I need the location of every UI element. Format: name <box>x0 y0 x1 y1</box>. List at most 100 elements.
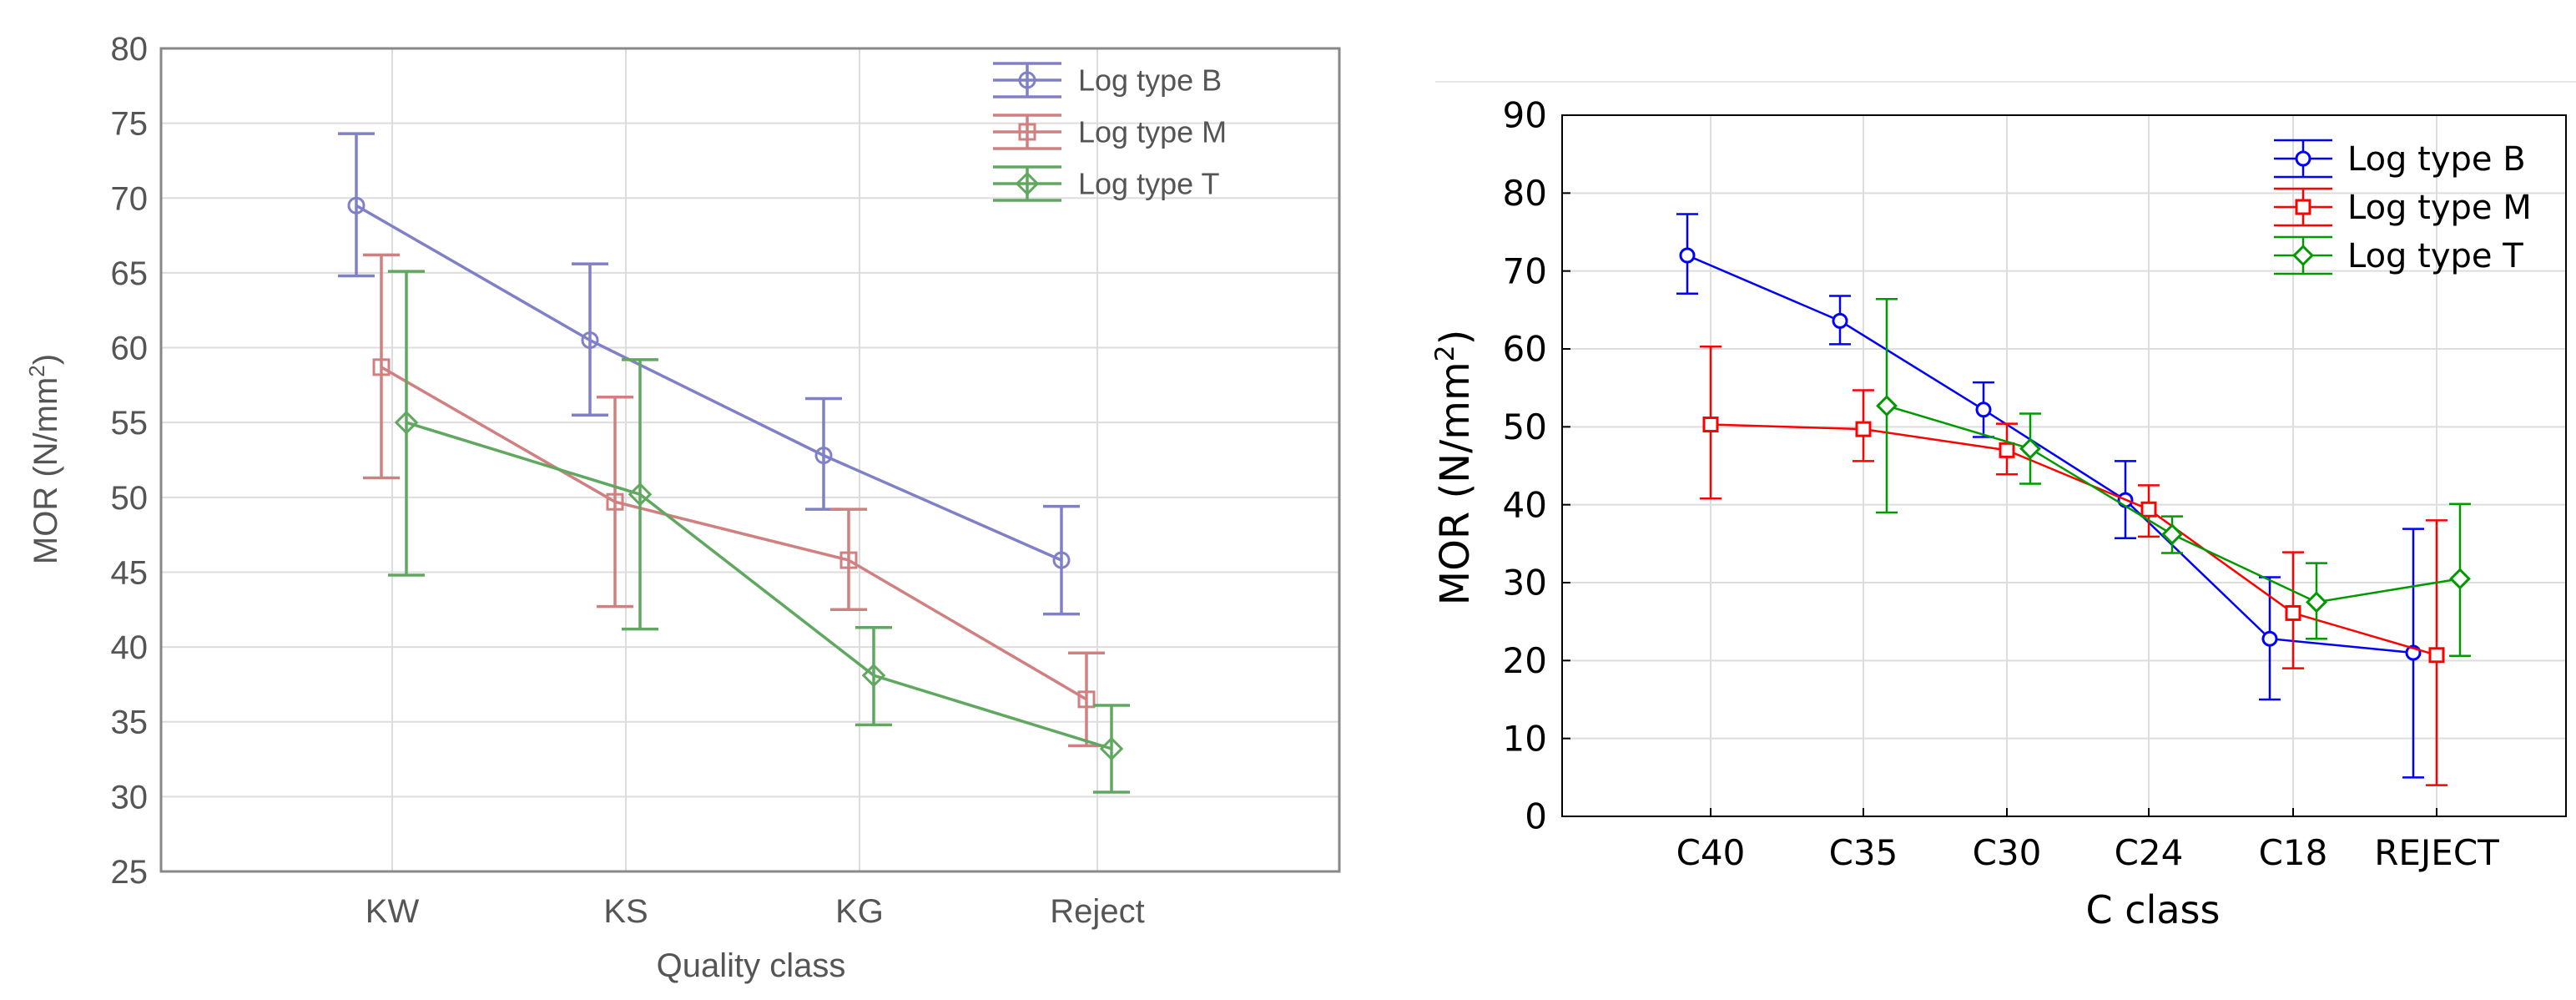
right-plot-frame <box>1561 114 2567 817</box>
right-ytick-label: 80 <box>1503 173 1547 214</box>
right-legend-marker-log-type-m <box>2295 199 2311 215</box>
right-series-line-log-type-b <box>1686 254 2414 654</box>
right-xaxis-title: C class <box>2086 887 2221 932</box>
right-marker-log-type-t <box>2306 591 2327 614</box>
right-plot-area: 0 10 20 30 40 50 60 70 80 90 C40 C35 C30 C24 C18 REJECT… <box>1430 95 2567 932</box>
left-marker-log-type-b <box>581 331 599 350</box>
left-ytick-label: 65 <box>111 255 149 292</box>
right-xtick-label: C40 <box>1676 832 1746 873</box>
left-series-log-type-t <box>388 270 1130 794</box>
right-ytick-label: 60 <box>1503 329 1547 370</box>
right-marker-log-type-t <box>2449 568 2471 590</box>
right-yaxis-title-end: ) <box>1432 330 1479 346</box>
right-xtick-label: REJECT <box>2374 832 2499 873</box>
left-ytick-label: 35 <box>111 705 149 741</box>
left-ytick-label: 70 <box>111 180 149 217</box>
left-xtick-label: KW <box>365 893 420 930</box>
right-yaxis-title-base: MOR (N/mm <box>1432 361 1479 605</box>
right-xtick-label: C18 <box>2259 832 2328 873</box>
left-series-log-type-b <box>338 132 1080 616</box>
right-legend-marker-log-type-b <box>2295 150 2311 167</box>
left-series-line-log-type-t <box>406 421 1112 750</box>
right-marker-log-type-b <box>1832 312 1848 329</box>
left-yaxis-title-end: ) <box>28 354 64 365</box>
right-marker-log-type-b <box>2261 630 2278 647</box>
left-ytick-label: 30 <box>111 779 149 816</box>
left-yaxis-title-sup: 2 <box>24 365 49 376</box>
left-ytick-label: 75 <box>111 106 149 143</box>
right-ytick-label: 0 <box>1525 796 1547 837</box>
right-series-log-type-b <box>1676 213 2424 779</box>
right-ytick-label: 70 <box>1503 250 1547 291</box>
left-marker-log-type-t <box>1099 736 1124 761</box>
right-marker-log-type-b <box>1679 247 1696 264</box>
left-ytick-label: 55 <box>111 405 149 442</box>
chart-left: 25 30 35 40 45 50 55 60 65 70 75 80 KW KS KG Reject Qual… <box>24 31 1341 984</box>
left-yaxis-title-base: MOR (N/mm <box>28 377 64 564</box>
right-ytick-label: 90 <box>1503 95 1547 136</box>
right-marker-log-type-t <box>2161 523 2183 546</box>
right-marker-log-type-b <box>1975 402 1992 418</box>
left-ytick-label: 80 <box>111 31 149 68</box>
right-marker-log-type-m <box>1999 442 2015 458</box>
left-plot-area: 25 30 35 40 45 50 55 60 65 70 75 80 KW KS KG Reject Qual… <box>24 31 1341 984</box>
right-ytick-label: 40 <box>1503 484 1547 525</box>
left-marker-log-type-b <box>1052 551 1071 569</box>
left-ytick-label: 45 <box>111 554 149 591</box>
right-marker-log-type-m <box>1855 421 1872 437</box>
left-xtick-label: KG <box>835 893 884 930</box>
left-legend: Log type B Log type M Log type T <box>993 62 1227 202</box>
right-legend: Log type B Log type M Log type T <box>2274 139 2532 275</box>
right-series-log-type-t <box>1876 298 2471 657</box>
right-legend-label-log-type-t: Log type T <box>2347 237 2523 275</box>
right-xtick-label: C35 <box>1829 832 1898 873</box>
left-xaxis-title: Quality class <box>657 947 846 984</box>
left-marker-log-type-t <box>861 663 886 688</box>
right-xtick-label: C24 <box>2115 832 2184 873</box>
right-marker-log-type-m <box>2428 647 2445 664</box>
left-marker-log-type-b <box>814 447 833 465</box>
right-ytick-label: 50 <box>1503 407 1547 447</box>
left-marker-log-type-m <box>1077 690 1096 709</box>
left-marker-log-type-m <box>606 492 624 511</box>
right-marker-log-type-t <box>1876 395 1898 417</box>
right-marker-log-type-m <box>1702 417 1719 433</box>
right-series-line-log-type-m <box>1710 423 2437 656</box>
left-xtick-label: Reject <box>1050 893 1144 930</box>
left-legend-label-log-type-b: Log type B <box>1078 63 1222 98</box>
right-xtick-label: C30 <box>1973 832 2042 873</box>
chart-right: 0 10 20 30 40 50 60 70 80 90 C40 C35 C30 C24 C18 REJECT… <box>1430 81 2576 932</box>
left-series-line-log-type-m <box>381 366 1087 701</box>
left-legend-label-log-type-t: Log type T <box>1078 167 1219 201</box>
right-yaxis-title: MOR (N/mm2) <box>1430 330 1479 606</box>
right-ytick-label: 30 <box>1503 563 1547 604</box>
left-series-line-log-type-b <box>355 204 1062 562</box>
right-ytick-label: 10 <box>1503 718 1547 759</box>
left-marker-log-type-t <box>394 410 419 435</box>
right-marker-log-type-m <box>2285 604 2301 621</box>
left-legend-marker-log-type-b <box>1018 71 1036 89</box>
right-marker-log-type-m <box>2140 501 2157 518</box>
right-legend-label-log-type-m: Log type M <box>2347 189 2532 227</box>
left-xtick-label: KS <box>603 893 648 930</box>
left-marker-log-type-m <box>372 358 391 376</box>
left-marker-log-type-t <box>628 482 653 507</box>
left-ytick-label: 40 <box>111 629 149 666</box>
left-plot-frame <box>159 47 1341 873</box>
right-legend-marker-log-type-t <box>2292 245 2314 266</box>
left-yaxis-title: MOR (N/mm2) <box>24 354 64 564</box>
right-series-log-type-m <box>1700 345 2447 786</box>
left-marker-log-type-b <box>347 196 365 215</box>
right-yaxis-title-sup: 2 <box>1430 345 1460 361</box>
left-legend-marker-log-type-t <box>1015 171 1040 196</box>
left-legend-label-log-type-m: Log type M <box>1078 115 1227 149</box>
left-series-log-type-m <box>363 253 1105 748</box>
left-ytick-label: 60 <box>111 331 149 367</box>
right-marker-log-type-t <box>2019 437 2041 460</box>
right-legend-label-log-type-b: Log type B <box>2347 140 2526 179</box>
left-marker-log-type-m <box>839 551 858 569</box>
right-ytick-label: 20 <box>1503 640 1547 681</box>
left-legend-marker-log-type-m <box>1018 123 1036 141</box>
left-ytick-label: 25 <box>111 854 149 891</box>
left-ytick-label: 50 <box>111 480 149 517</box>
